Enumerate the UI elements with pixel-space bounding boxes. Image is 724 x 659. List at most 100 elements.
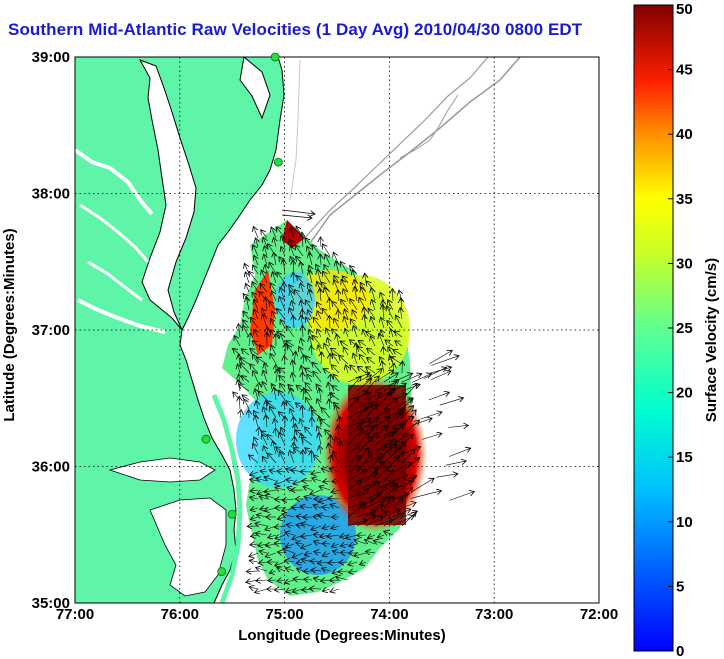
velocity-arrow: [327, 338, 330, 347]
velocity-arrow: [320, 288, 321, 302]
velocity-arrow: [365, 516, 383, 527]
velocity-arrow: [240, 410, 241, 419]
colorbar-tick-label: 45: [676, 62, 693, 79]
velocity-arrow: [292, 373, 294, 383]
velocity-arrow: [312, 478, 322, 481]
velocity-arrow: [270, 318, 277, 329]
velocity-arrow: [330, 504, 340, 508]
velocity-arrow: [299, 347, 303, 356]
velocity-arrow: [305, 427, 313, 437]
velocity-arrow: [249, 553, 259, 557]
velocity-arrow: [374, 432, 394, 446]
colorbar-tick-label: 5: [676, 578, 684, 595]
potomac-river: [75, 148, 154, 216]
velocity-arrow: [250, 317, 259, 329]
velocity-arrow: [401, 374, 422, 383]
velocity-arrow: [290, 290, 294, 302]
velocity-arrow: [364, 315, 366, 329]
velocity-arrow: [262, 314, 268, 329]
velocity-arrow: [307, 374, 313, 383]
velocity-arrow: [260, 283, 268, 293]
velocity-arrow: [301, 544, 313, 548]
velocity-arrow: [339, 355, 349, 365]
pamlico-sound: [149, 497, 227, 597]
velocity-arrow: [309, 270, 312, 284]
velocity-arrow: [293, 315, 294, 329]
velocity-arrow: [332, 481, 340, 482]
velocity-arrow: [243, 311, 250, 320]
velocity-arrow: [286, 401, 295, 410]
velocity-arrow: [309, 253, 312, 266]
velocity-arrow: [365, 551, 376, 553]
velocity-arrow: [401, 410, 416, 428]
velocity-arrow: [330, 348, 340, 356]
velocity-arrow: [392, 433, 409, 446]
velocity-arrow: [332, 353, 340, 365]
longitude-ticks: 77:00 76:00 75:00 74:00 73:00 72:00: [56, 606, 618, 623]
velocity-arrow: [330, 589, 340, 592]
velocity-arrow: [274, 418, 276, 428]
lon-tick-label: 74:00: [370, 606, 408, 623]
velocity-arrow: [293, 273, 294, 284]
velocity-arrow: [392, 463, 412, 473]
velocity-arrow: [274, 589, 286, 590]
velocity-arrow: [241, 349, 250, 356]
velocity-arrow: [365, 467, 378, 482]
velocity-arrow: [347, 456, 361, 464]
velocity-arrow: [280, 287, 286, 302]
velocity-arrow: [249, 333, 251, 347]
velocity-arrow: [269, 301, 277, 311]
velocity-arrow: [329, 315, 330, 329]
velocity-arrow: [279, 451, 286, 464]
velocity-arrow: [255, 389, 258, 401]
velocity-arrow: [367, 358, 376, 365]
velocity-arrow: [304, 368, 313, 373]
velocity-arrow: [243, 320, 250, 329]
colorbar-tick-label: 35: [676, 191, 693, 208]
velocity-arrow: [306, 317, 313, 329]
velocity-arrow: [356, 379, 372, 392]
colorbar-label: Surface Velocity (cm/s): [703, 258, 720, 422]
velocity-arrow: [286, 524, 295, 526]
velocity-arrow: [322, 568, 331, 571]
velocity-arrow: [401, 512, 417, 527]
velocity-arrow: [365, 505, 383, 518]
velocity-arrow: [347, 445, 360, 455]
velocity-arrow: [329, 399, 330, 410]
velocity-arrow: [300, 283, 303, 293]
velocity-arrow: [280, 319, 286, 329]
lon-tick-label: 75:00: [265, 606, 303, 623]
velocity-arrow: [322, 526, 331, 529]
bathymetry-contour-2: [295, 57, 489, 251]
velocity-arrow: [374, 511, 388, 518]
velocity-arrow: [321, 408, 331, 419]
velocity-arrow: [240, 358, 250, 365]
velocity-arrow: [429, 350, 452, 364]
velocity-arrow: [347, 481, 362, 491]
velocity-arrow: [293, 579, 304, 580]
velocity-arrow: [347, 376, 361, 392]
velocity-arrow: [279, 433, 286, 446]
velocity-arrow: [285, 343, 286, 356]
velocity-arrow: [252, 341, 259, 347]
velocity-arrow: [387, 320, 394, 329]
velocity-arrow: [317, 302, 321, 311]
velocity-arrow: [292, 360, 294, 374]
map-grid: [75, 57, 599, 603]
velocity-arrow: [445, 461, 466, 466]
velocity-arrow: [336, 334, 339, 347]
velocity-arrow: [263, 370, 267, 383]
velocity-arrow: [274, 543, 286, 544]
lat-tick-label: 35:00: [32, 595, 70, 612]
velocity-arrow: [281, 236, 285, 248]
velocity-arrow: [338, 290, 339, 302]
velocity-arrow: [420, 412, 443, 420]
velocity-arrow: [383, 447, 401, 464]
velocity-arrow: [279, 375, 286, 383]
velocity-arrow: [347, 467, 361, 473]
velocity-arrow: [371, 317, 376, 329]
velocity-arrow: [361, 287, 367, 302]
velocity-arrow: [296, 516, 304, 517]
velocity-arrow: [301, 535, 313, 537]
